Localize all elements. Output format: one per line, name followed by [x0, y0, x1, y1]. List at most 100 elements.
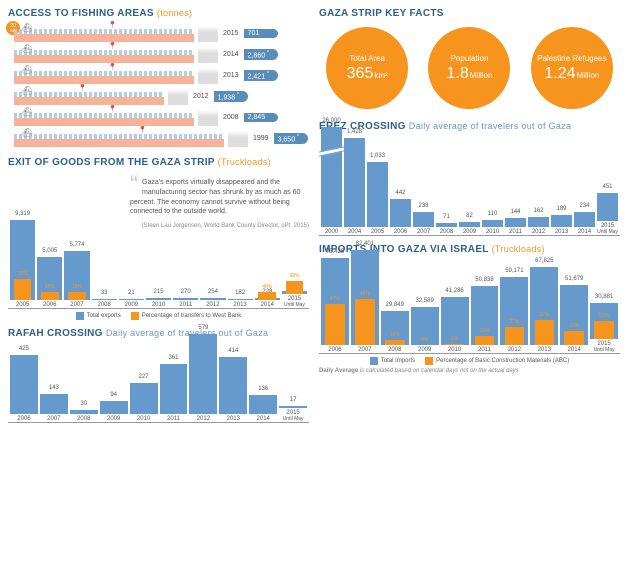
bar: 5,77416% [64, 251, 89, 301]
bar-group: 2272010 [130, 383, 158, 422]
city-icon [228, 131, 248, 147]
bar-value: 1,033 [370, 153, 385, 159]
x-label: 2000 [325, 229, 338, 235]
ship-icon: ⛴ [22, 86, 32, 95]
fishing-unit: (tonnes) [157, 8, 192, 18]
x-label: 2007 [417, 229, 430, 235]
bar: 182 [228, 299, 253, 301]
bar-value: 162 [533, 208, 543, 214]
fish-value: 2,845 [244, 113, 278, 122]
pct-bar: 16% [475, 336, 495, 345]
bar-group: 302008 [70, 410, 98, 422]
bar: 442 [390, 199, 411, 227]
pct-bar: 16% [68, 292, 86, 300]
bar-value: 32,589 [415, 298, 433, 304]
bar: 451 [597, 193, 618, 221]
bar-value: 41,286 [445, 288, 463, 294]
bar-group: 22840%2014 [255, 298, 280, 308]
bar-group: 59,17127%2012 [500, 277, 528, 353]
bar-value: 451 [602, 184, 612, 190]
bar-group: 4422006 [390, 199, 411, 235]
x-label: 2007 [358, 347, 371, 353]
bar: 361 [160, 364, 188, 414]
fishing-row: ⛴📍20082,845 [14, 107, 309, 128]
fishing-row: ⛴📍20132,421 * [14, 65, 309, 86]
fish-year: 1999 [253, 135, 269, 142]
bar-value: 361 [168, 355, 178, 361]
x-label: 2015Until May [597, 223, 618, 235]
keyfact-circle: Population1.8Million [428, 27, 510, 109]
bar-group: 67,82532%2013 [530, 267, 558, 353]
bar-value: 71 [443, 214, 450, 220]
pct-bar: 68% [286, 281, 304, 295]
erez-section: EREZ CROSSING Daily average of travelers… [319, 121, 620, 236]
bar-value: 67,825 [535, 258, 553, 264]
bar: 41868% [282, 291, 307, 295]
fishing-row: ⛴📍20121,938 * [14, 86, 309, 107]
x-label: 2015Until May [283, 410, 304, 422]
bar-value: 59,171 [505, 268, 523, 274]
x-label: 2013 [233, 302, 246, 308]
bar-value: 26,000 [322, 118, 340, 124]
rafah-title: RAFAH CROSSING Daily average of traveler… [8, 328, 309, 339]
bar: 579 [189, 334, 217, 414]
bar-group: 332008 [92, 299, 117, 308]
bar-value: 442 [395, 190, 405, 196]
bar: 215 [146, 298, 171, 300]
bar-group: 2342014 [574, 212, 595, 235]
x-label: 2015Until May [594, 341, 615, 353]
bar-value: 30,881 [595, 294, 613, 300]
x-label: 2005 [16, 302, 29, 308]
bar-value: 182 [235, 290, 245, 296]
bar-value: 110 [488, 211, 498, 217]
bar-group: 822009 [459, 222, 480, 235]
bar: 17 [279, 406, 307, 408]
bar: 26,000 [321, 127, 342, 227]
bar-group: 41868%2015Until May [282, 291, 307, 309]
x-label: 2012 [197, 416, 210, 422]
bar-group: 1442011 [505, 218, 526, 235]
erez-title: EREZ CROSSING Daily average of travelers… [319, 121, 620, 132]
bar-group: 30,88152%2015Until May [590, 303, 618, 353]
bar: 32,5890% [411, 307, 439, 345]
pct-bar: 32% [535, 320, 555, 345]
bar-value: 51,679 [565, 276, 583, 282]
bar-value: 579 [198, 325, 208, 331]
bar-value: 425 [19, 346, 29, 352]
bar-value: 227 [139, 374, 149, 380]
pct-bar: 2% [445, 344, 465, 345]
bar: 33 [92, 299, 117, 300]
x-label: 2012 [508, 347, 521, 353]
fishing-title-text: ACCESS TO FISHING AREAS [8, 8, 154, 19]
bar-group: 4142013 [219, 357, 247, 422]
x-label: 2014 [568, 347, 581, 353]
bar-group: 41,2862%2010 [441, 297, 469, 353]
bar: 1,033 [367, 162, 388, 227]
x-label: 2006 [328, 347, 341, 353]
bar: 51,67923% [560, 285, 588, 345]
imports-section: IMPORTS INTO GAZA VIA ISRAEL (Truckloads… [319, 244, 620, 374]
x-label: 2010 [448, 347, 461, 353]
bar-value: 5,774 [69, 242, 84, 248]
x-label: 2010 [137, 416, 150, 422]
pct-bar: 20% [41, 292, 59, 301]
bar-value: 82 [466, 213, 473, 219]
keyfacts-section: GAZA STRIP KEY FACTS Total Area365km²Pop… [319, 8, 620, 113]
fishing-row: ⛴📍19993,650 * [14, 128, 309, 149]
rafah-section: RAFAH CROSSING Daily average of traveler… [8, 328, 309, 423]
ship-icon: ⛴ [22, 128, 32, 137]
ship-icon: ⛴ [22, 107, 32, 116]
bar-group: 26,000 2000 [321, 127, 342, 235]
bar: 189 [551, 215, 572, 227]
bar-group: 75,42547%2006 [321, 258, 349, 353]
x-label: 2008 [388, 347, 401, 353]
x-label: 2011 [478, 347, 491, 353]
bar-group: 17 2015Until May [279, 406, 307, 422]
x-label: 2013 [555, 229, 568, 235]
x-label: 2007 [70, 302, 83, 308]
buoy-icon: 📍 [108, 105, 117, 113]
x-label: 2006 [43, 302, 56, 308]
bar-value: 5,005 [42, 248, 57, 254]
bar: 82,40148% [351, 250, 379, 345]
bar-value: 9,319 [15, 211, 30, 217]
